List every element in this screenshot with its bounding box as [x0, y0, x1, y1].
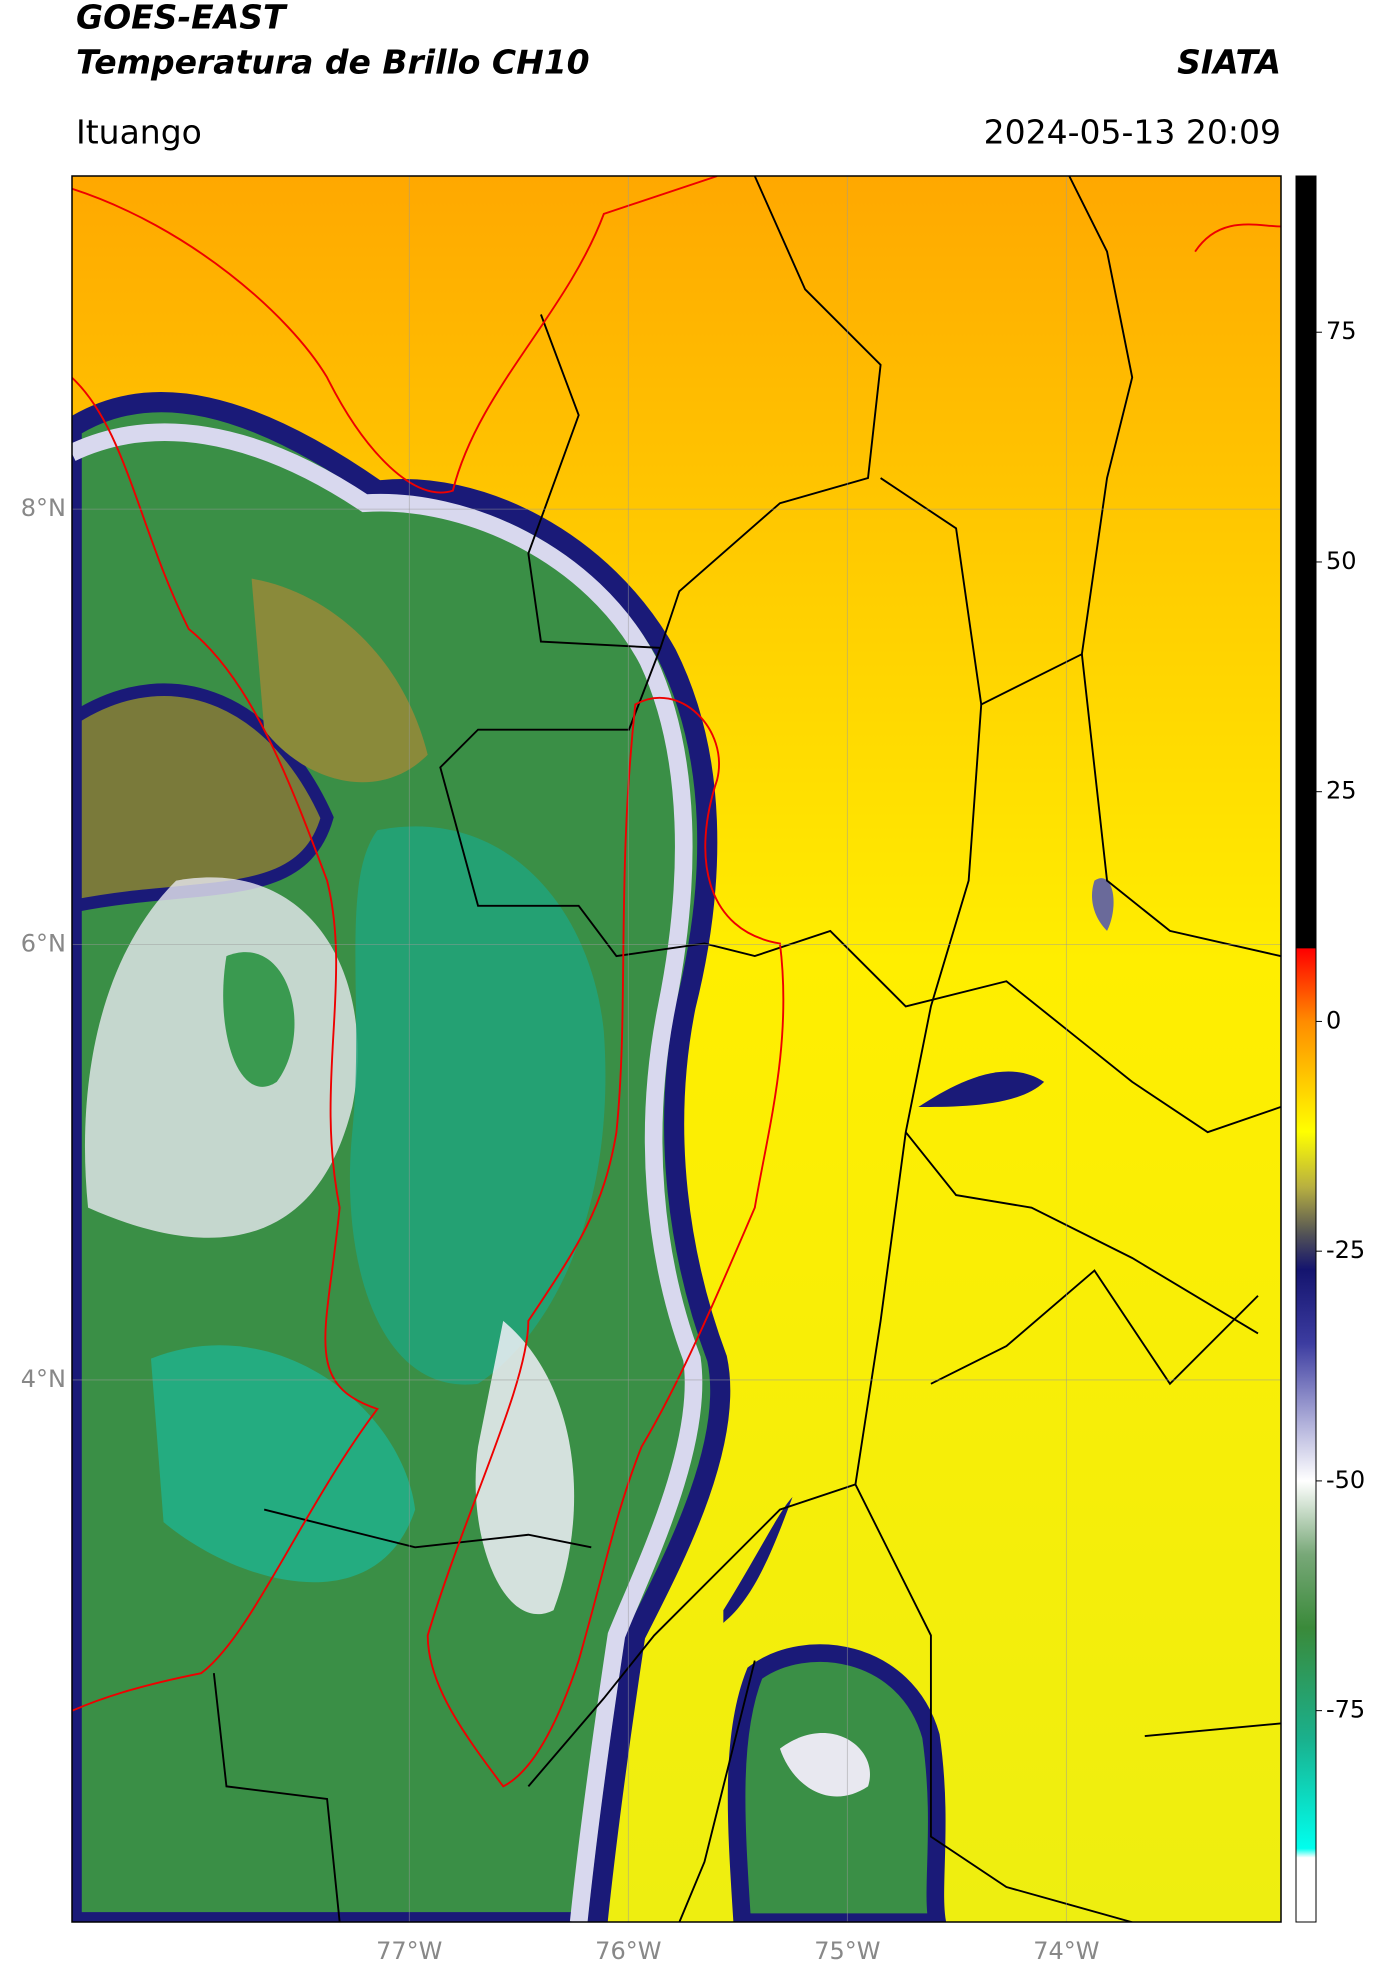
map — [72, 176, 1281, 1922]
cloud-core — [223, 952, 295, 1087]
colorbar-tick-label: -25 — [1326, 1236, 1365, 1264]
cloud-core — [349, 826, 606, 1385]
subtitle: Temperatura de Brillo CH10 — [76, 43, 590, 82]
cloud-halo — [84, 877, 358, 1238]
map-frame — [71, 175, 1282, 1923]
colorbar — [1295, 175, 1317, 1923]
cloud-halo — [475, 1320, 575, 1615]
source: SIATA — [1177, 43, 1281, 82]
y-tick-label: 8°N — [21, 494, 66, 522]
region: Ituango — [76, 113, 202, 152]
cloud-core — [150, 1345, 416, 1583]
x-tick-label: 75°W — [814, 1937, 880, 1965]
coastline — [72, 176, 1281, 1788]
x-tick-label: 77°W — [376, 1937, 442, 1965]
cold-top — [918, 1071, 1045, 1108]
cloud-halo — [72, 423, 703, 1922]
title: GOES-EAST — [76, 0, 288, 37]
y-tick-label: 6°N — [21, 930, 66, 958]
x-tick-label: 76°W — [595, 1937, 661, 1965]
borders — [212, 176, 1281, 1922]
x-tick-label: 74°W — [1033, 1937, 1099, 1965]
datetime: 2024-05-13 20:09 — [984, 113, 1281, 152]
y-tick-label: 4°N — [21, 1365, 66, 1393]
cold-top — [1091, 878, 1114, 931]
colorbar-tick-label: 50 — [1326, 547, 1357, 575]
cold-top — [251, 578, 428, 783]
colorbar-tick-label: -75 — [1326, 1696, 1365, 1724]
cloud-field — [72, 176, 1281, 1922]
colorbar-tick-label: 25 — [1326, 777, 1357, 805]
colorbar-tick-label: -50 — [1326, 1466, 1365, 1494]
cold-top — [723, 1497, 793, 1623]
colorbar-tick-label: 0 — [1326, 1006, 1341, 1034]
colorbar-tick-label: 75 — [1326, 317, 1357, 345]
